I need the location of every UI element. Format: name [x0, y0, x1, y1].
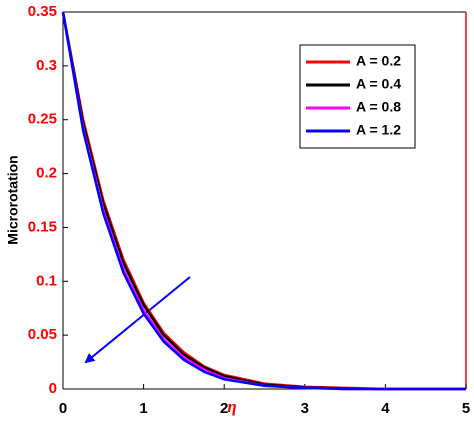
x-tick-label: 1 [139, 400, 147, 417]
legend-label: A = 0.2 [356, 53, 401, 69]
trend-arrow [84, 276, 191, 364]
legend-label: A = 0.8 [356, 99, 401, 115]
y-axis-label: Microrotation [5, 155, 21, 244]
y-tick-label: 0.2 [36, 165, 57, 182]
legend-label: A = 0.4 [356, 76, 401, 92]
x-tick-label: 2 [220, 400, 228, 417]
y-tick-label: 0.15 [28, 218, 57, 235]
data-line [61, 11, 466, 391]
y-tick-label: 0.3 [36, 57, 57, 74]
legend-label: A = 1.2 [356, 122, 401, 138]
x-tick-label: 5 [462, 400, 470, 417]
x-axis-label: η [227, 397, 236, 416]
y-tick-label: 0.35 [28, 3, 57, 20]
x-tick-label: 3 [301, 400, 309, 417]
y-tick-label: 0.25 [28, 111, 57, 128]
y-tick-label: 0.05 [28, 326, 57, 343]
x-tick-label: 4 [381, 400, 390, 417]
x-tick-label: 0 [59, 400, 67, 417]
y-tick-label: 0.1 [36, 272, 57, 289]
y-tick-label: 0 [49, 380, 57, 397]
